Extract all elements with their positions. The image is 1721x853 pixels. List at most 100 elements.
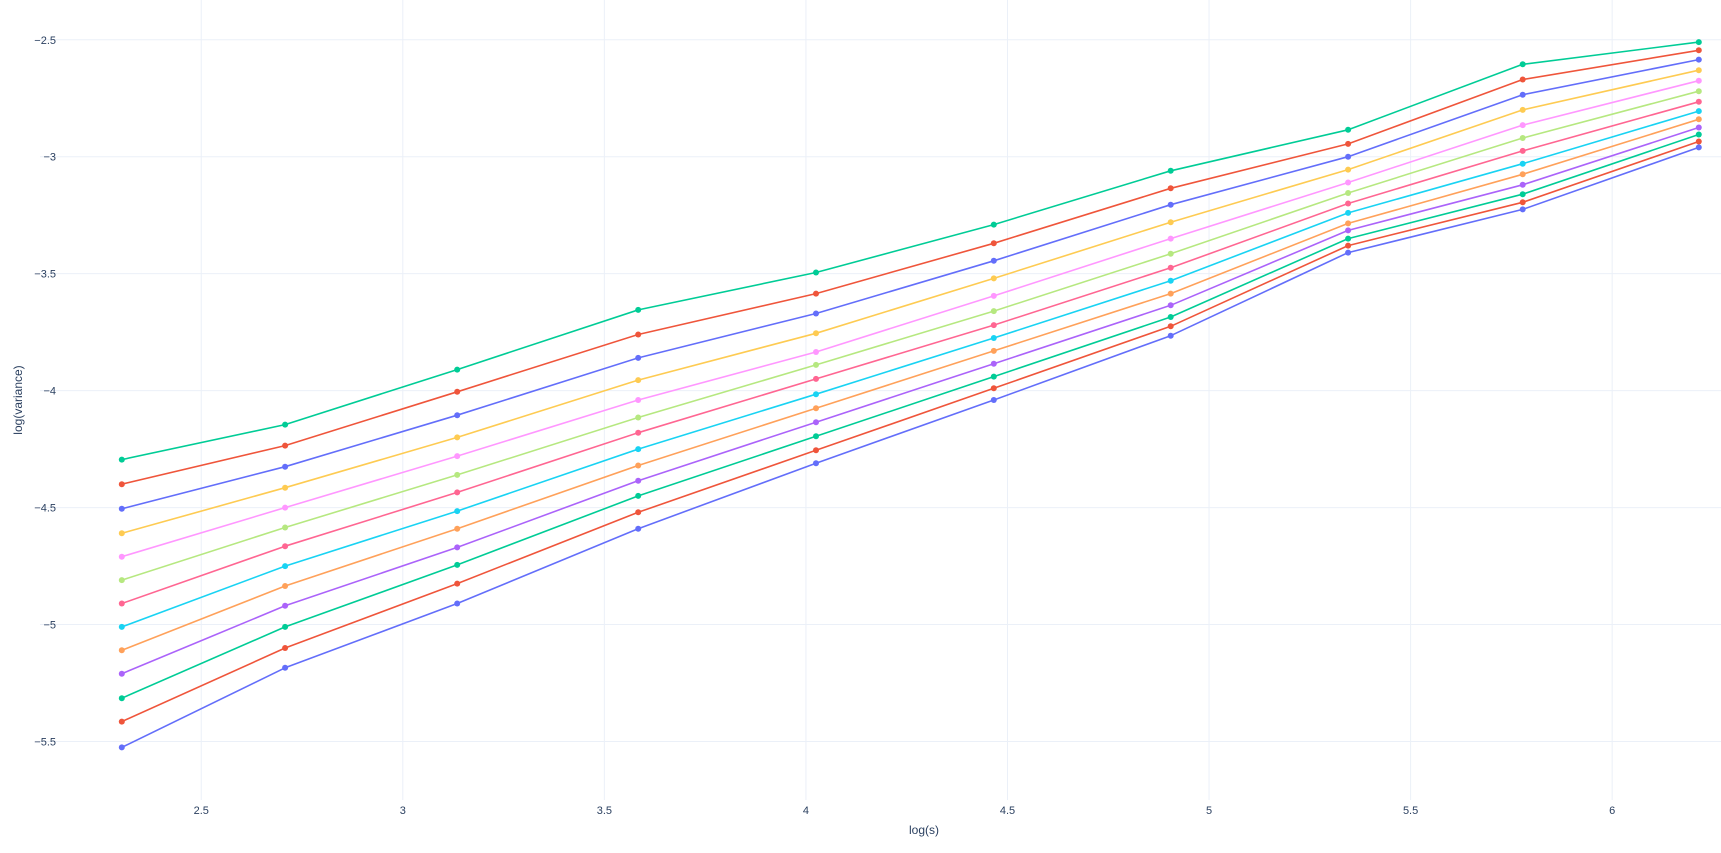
- data-point: [118, 695, 125, 702]
- data-point: [282, 623, 289, 630]
- data-point: [1519, 106, 1526, 113]
- data-point: [454, 508, 461, 515]
- data-point: [282, 583, 289, 589]
- data-point: [990, 360, 997, 367]
- series-3: [118, 56, 1702, 512]
- data-point: [635, 331, 642, 338]
- y-tick-label: −5: [43, 620, 56, 632]
- data-point: [1345, 249, 1352, 256]
- series-line: [121, 90, 1700, 581]
- data-point: [1345, 227, 1352, 234]
- data-point: [990, 308, 997, 315]
- data-point: [1167, 250, 1174, 257]
- data-point: [990, 292, 997, 299]
- data-point: [118, 530, 125, 537]
- series-line: [121, 110, 1700, 628]
- series-4: [118, 67, 1702, 537]
- data-point: [1345, 190, 1352, 196]
- data-point: [635, 462, 642, 469]
- data-point: [1345, 220, 1352, 227]
- data-point: [1345, 153, 1352, 160]
- series-10: [118, 124, 1702, 677]
- data-point: [118, 505, 125, 512]
- data-point: [282, 484, 289, 491]
- data-point: [1167, 323, 1174, 330]
- x-tick-label: 6: [1609, 805, 1615, 817]
- data-point: [454, 561, 461, 568]
- data-point: [282, 421, 289, 428]
- data-point: [118, 553, 125, 560]
- data-point: [1695, 108, 1702, 115]
- data-point: [813, 419, 819, 426]
- series-11: [118, 131, 1702, 702]
- data-point: [1695, 39, 1702, 46]
- data-point: [1345, 209, 1352, 216]
- data-point: [990, 335, 997, 341]
- data-point: [990, 385, 997, 392]
- data-point: [813, 433, 819, 440]
- data-point: [1519, 199, 1526, 206]
- data-point: [813, 349, 819, 355]
- data-point: [118, 600, 125, 607]
- data-point: [813, 269, 819, 276]
- data-point: [813, 361, 819, 368]
- series-7: [118, 98, 1702, 607]
- data-point: [454, 600, 461, 607]
- data-point: [1167, 235, 1174, 242]
- data-point: [1345, 200, 1352, 207]
- series-1: [118, 39, 1702, 463]
- data-point: [635, 377, 642, 384]
- data-point: [454, 489, 461, 496]
- data-point: [118, 456, 125, 463]
- x-tick-label: 5: [1206, 805, 1212, 817]
- x-axis-title: log(s): [909, 823, 939, 837]
- data-point: [813, 405, 819, 412]
- data-point: [1695, 124, 1702, 131]
- series-12: [118, 138, 1702, 725]
- data-point: [813, 290, 819, 297]
- y-tick-label: −3.5: [34, 269, 56, 281]
- data-point: [1695, 116, 1702, 123]
- series-8: [118, 108, 1702, 630]
- series-layer: [118, 39, 1702, 751]
- data-point: [1519, 147, 1526, 154]
- data-point: [1167, 185, 1174, 192]
- data-point: [813, 460, 819, 467]
- data-point: [282, 563, 289, 570]
- series-line: [121, 58, 1699, 510]
- x-tick-label: 3: [400, 805, 406, 817]
- data-point: [118, 481, 125, 488]
- series-line: [121, 79, 1699, 558]
- data-point: [282, 543, 289, 550]
- data-point: [1345, 126, 1352, 133]
- x-tick-labels: 2.5 3 3.5 4 4.5 5 5.5 6: [194, 805, 1616, 817]
- data-point: [282, 504, 289, 511]
- data-point: [282, 664, 289, 671]
- data-point: [1695, 47, 1702, 54]
- series-6: [118, 88, 1702, 584]
- data-point: [1519, 122, 1526, 129]
- data-point: [990, 257, 997, 264]
- series-line: [121, 133, 1700, 699]
- data-point: [1519, 135, 1526, 141]
- data-point: [1345, 242, 1352, 249]
- data-point: [1167, 302, 1174, 309]
- series-line: [121, 101, 1700, 605]
- y-tick-label: −3: [43, 152, 56, 164]
- data-point: [1695, 67, 1702, 74]
- data-point: [118, 623, 125, 630]
- y-gridlines: [40, 39, 1721, 743]
- series-9: [118, 116, 1702, 654]
- data-point: [990, 221, 997, 228]
- data-point: [1519, 91, 1526, 98]
- data-point: [118, 718, 125, 725]
- data-point: [1519, 191, 1526, 198]
- y-tick-label: −2.5: [34, 35, 56, 47]
- x-tick-label: 4: [803, 805, 809, 817]
- series-line: [121, 126, 1700, 675]
- data-point: [454, 412, 461, 419]
- data-point: [635, 525, 642, 532]
- data-point: [990, 347, 997, 354]
- x-tick-label: 5.5: [1403, 805, 1418, 817]
- data-point: [454, 525, 461, 532]
